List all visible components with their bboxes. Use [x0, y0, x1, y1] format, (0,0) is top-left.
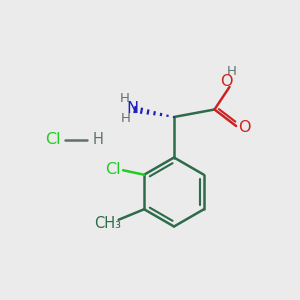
Text: Cl: Cl [45, 132, 60, 147]
Text: O: O [220, 74, 233, 89]
Text: Cl: Cl [105, 162, 121, 177]
Text: H: H [120, 92, 129, 105]
Text: H: H [121, 112, 130, 125]
Text: H: H [93, 132, 104, 147]
Text: CH₃: CH₃ [94, 216, 121, 231]
Text: O: O [238, 120, 251, 135]
Text: H: H [227, 65, 237, 78]
Text: N: N [126, 101, 138, 116]
